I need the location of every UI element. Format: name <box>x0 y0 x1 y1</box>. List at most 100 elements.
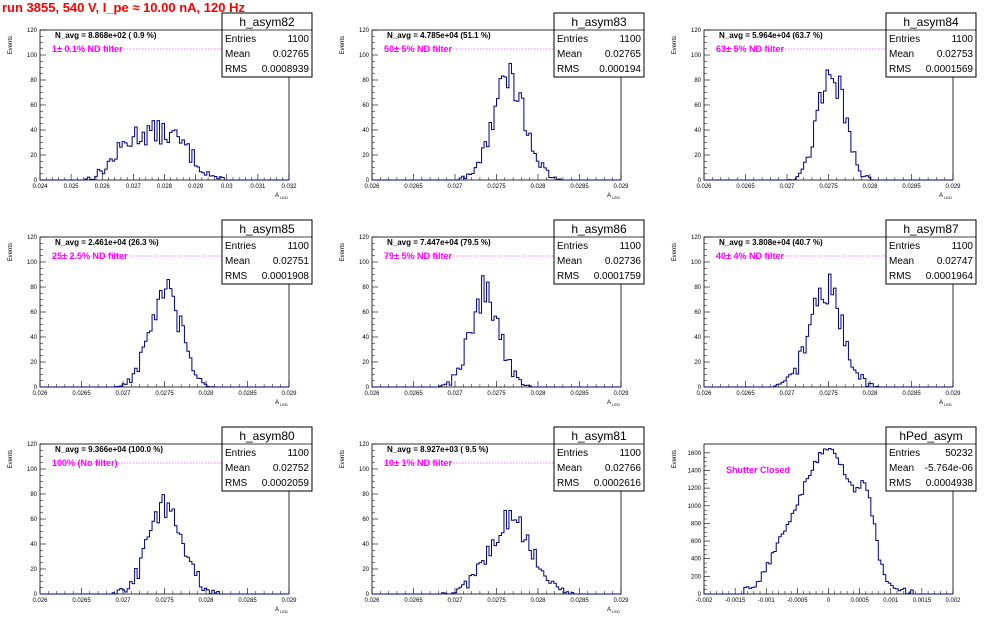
x-tick-label: 0.027 <box>779 391 795 397</box>
x-tick-label: -0.0005 <box>787 598 808 604</box>
y-tick-label: 200 <box>691 574 702 580</box>
filter-label: Shutter Closed <box>726 465 790 475</box>
x-tick-label: 0.028 <box>198 598 214 604</box>
stats-mean-value: 0.02765 <box>273 49 310 60</box>
y-axis-label: Events <box>672 243 678 261</box>
y-tick-label: 0 <box>366 592 370 598</box>
x-tick-label: 0.029 <box>945 391 961 397</box>
histogram-pad-h_asym83: 0 20 40 60 80 100 120 0.026 0.0265 0.027 0.0275 0.0… <box>332 0 664 207</box>
stats-box <box>221 12 313 78</box>
stats-mean-value: 0.02753 <box>937 49 974 60</box>
y-axis-label: Events <box>340 243 346 261</box>
n-avg-label: N_avg = 9.366e+04 (100.0 %) <box>55 445 163 454</box>
stats-rms-value: 0.0001759 <box>594 271 642 282</box>
x-tick-label: 0.028 <box>530 598 546 604</box>
histogram-pad-h_asym87: 0 20 40 60 80 100 120 0.026 0.0265 0.027 0.0275 0.0… <box>664 207 996 414</box>
stats-box <box>553 219 645 285</box>
histogram-svg: 0 20 40 60 80 100 120 0.026 0.0265 0.027 0.0275 0.0… <box>340 12 645 200</box>
y-tick-label: 120 <box>359 235 370 241</box>
x-tick-label: 0.0015 <box>913 598 932 604</box>
stats-mean-label: Mean <box>889 463 914 474</box>
x-tick-label: 0.0265 <box>736 391 755 397</box>
x-tick-label: 0.032 <box>281 184 297 190</box>
y-tick-label: 80 <box>30 78 37 84</box>
x-tick-label: 0.027 <box>115 598 131 604</box>
y-tick-label: 0 <box>34 178 38 184</box>
x-tick-label: 0.0275 <box>819 184 838 190</box>
stats-mean-value: 0.02766 <box>605 463 642 474</box>
stats-title: hPed_asym <box>899 429 962 443</box>
x-tick-label: 0.0265 <box>404 598 423 604</box>
y-tick-label: 80 <box>694 285 701 291</box>
y-tick-label: 120 <box>691 28 702 34</box>
histogram-svg: 0 20 40 60 80 100 120 0.026 0.0265 0.027 0.0275 0.0… <box>340 219 645 407</box>
y-axis-label: Events <box>8 450 14 468</box>
y-tick-label: 80 <box>30 492 37 498</box>
x-tick-label: -0.0015 <box>725 598 746 604</box>
y-tick-label: 0 <box>698 385 702 391</box>
stats-entries-value: 1100 <box>951 241 973 252</box>
y-tick-label: 400 <box>691 557 702 563</box>
stats-entries-label: Entries <box>557 34 588 45</box>
histogram-svg: 0 20 40 60 80 100 120 0.026 0.0265 0.027 0.0275 0.0… <box>340 426 645 614</box>
histogram-pad-h_asym85: 0 20 40 60 80 100 120 0.026 0.0265 0.027 0.0275 0.0… <box>0 207 332 414</box>
stats-entries-value: 1100 <box>619 241 641 252</box>
n-avg-label: N_avg = 3.808e+04 (40.7 %) <box>719 238 823 247</box>
histogram-pad-h_asym81: 0 20 40 60 80 100 120 0.026 0.0265 0.027 0.0275 0.0… <box>332 414 664 621</box>
histogram-pad-h_asym80: 0 20 40 60 80 100 120 0.026 0.0265 0.027 0.0275 0.0… <box>0 414 332 621</box>
stats-title: h_asym84 <box>903 15 959 29</box>
stats-title: h_asym80 <box>239 429 295 443</box>
histogram-line <box>704 273 953 388</box>
y-tick-label: 600 <box>691 539 702 545</box>
stats-title: h_asym85 <box>239 222 295 236</box>
y-tick-label: 100 <box>691 260 702 266</box>
x-tick-label: 0.0265 <box>404 391 423 397</box>
histogram-pad-hPed_asym: 0 200 400 600 800 1000 1200 1400 1600 -0.002 -0.00… <box>664 414 996 621</box>
stats-rms-label: RMS <box>557 271 580 282</box>
y-tick-label: 80 <box>30 285 37 291</box>
y-tick-label: 20 <box>30 360 37 366</box>
y-tick-label: 0 <box>698 592 702 598</box>
x-axis-label: A LED <box>607 607 620 614</box>
stats-rms-label: RMS <box>557 64 580 75</box>
y-tick-label: 100 <box>27 467 38 473</box>
y-tick-label: 100 <box>359 467 370 473</box>
y-tick-label: 60 <box>694 103 701 109</box>
histogram-line <box>40 494 289 595</box>
x-axis-label: A LED <box>939 193 952 200</box>
y-tick-label: 100 <box>691 53 702 59</box>
stats-rms-label: RMS <box>225 271 248 282</box>
y-tick-label: 40 <box>362 128 369 134</box>
x-axis-label: A LED <box>607 400 620 407</box>
stats-box <box>221 219 313 285</box>
stats-mean-value: 0.02747 <box>937 256 974 267</box>
y-tick-label: 0 <box>34 385 38 391</box>
x-tick-label: 0.025 <box>64 184 80 190</box>
stats-mean-label: Mean <box>557 463 582 474</box>
x-tick-label: 0.0005 <box>850 598 869 604</box>
y-tick-label: 40 <box>30 128 37 134</box>
y-tick-label: 100 <box>27 53 38 59</box>
x-tick-label: 0.029 <box>945 184 961 190</box>
y-tick-label: 1000 <box>688 504 702 510</box>
stats-entries-label: Entries <box>225 34 256 45</box>
stats-mean-value: 0.02736 <box>605 256 642 267</box>
x-tick-label: 0.029 <box>281 598 297 604</box>
x-tick-label: 0 <box>827 598 831 604</box>
x-tick-label: 0.028 <box>530 184 546 190</box>
stats-entries-label: Entries <box>557 241 588 252</box>
y-tick-label: 20 <box>30 153 37 159</box>
y-axis-label: Events <box>340 450 346 468</box>
x-tick-label: 0.0265 <box>404 184 423 190</box>
x-tick-label: 0.0285 <box>902 184 921 190</box>
histogram-svg: 0 20 40 60 80 100 120 0.024 0.025 0.026 0.027 0.028… <box>8 12 313 200</box>
y-tick-label: 0 <box>698 178 702 184</box>
y-tick-label: 60 <box>694 310 701 316</box>
histogram-line <box>704 69 953 181</box>
n-avg-label: N_avg = 5.964e+04 (63.7 %) <box>719 31 823 40</box>
stats-mean-label: Mean <box>225 256 250 267</box>
histogram-pad-h_asym84: 0 20 40 60 80 100 120 0.026 0.0265 0.027 0.0275 0.0… <box>664 0 996 207</box>
stats-title: h_asym86 <box>571 222 627 236</box>
stats-entries-value: 1100 <box>287 241 309 252</box>
